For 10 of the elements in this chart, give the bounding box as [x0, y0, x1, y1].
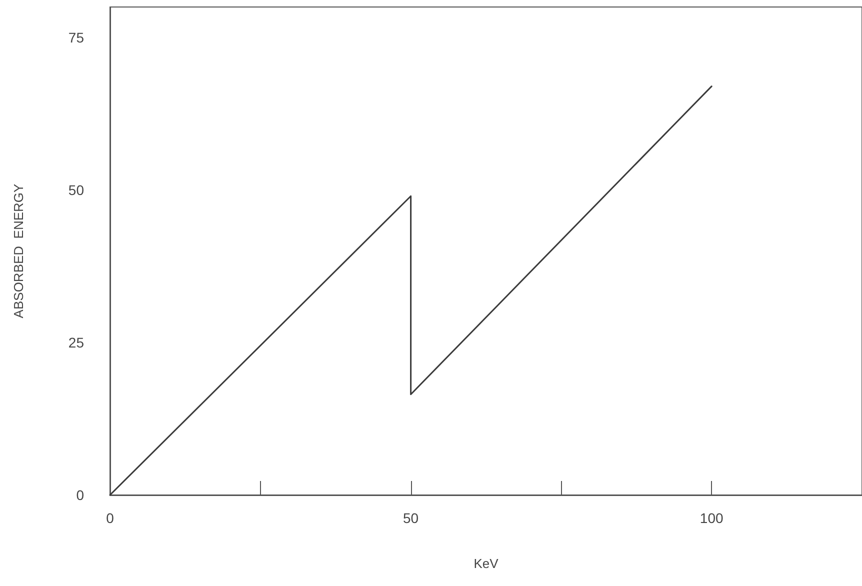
y-tick-label: 75	[68, 30, 84, 46]
y-tick-label: 0	[76, 487, 84, 503]
x-tick-label: 50	[403, 510, 419, 526]
x-axis-title: KeV	[474, 556, 499, 571]
y-tick-label: 50	[68, 182, 84, 198]
y-axis-title: ABSORBED ENERGY	[11, 183, 26, 318]
y-tick-label: 25	[68, 334, 84, 350]
x-tick-label: 0	[106, 510, 114, 526]
line-series	[109, 86, 712, 496]
x-tick-label: 100	[700, 510, 724, 526]
